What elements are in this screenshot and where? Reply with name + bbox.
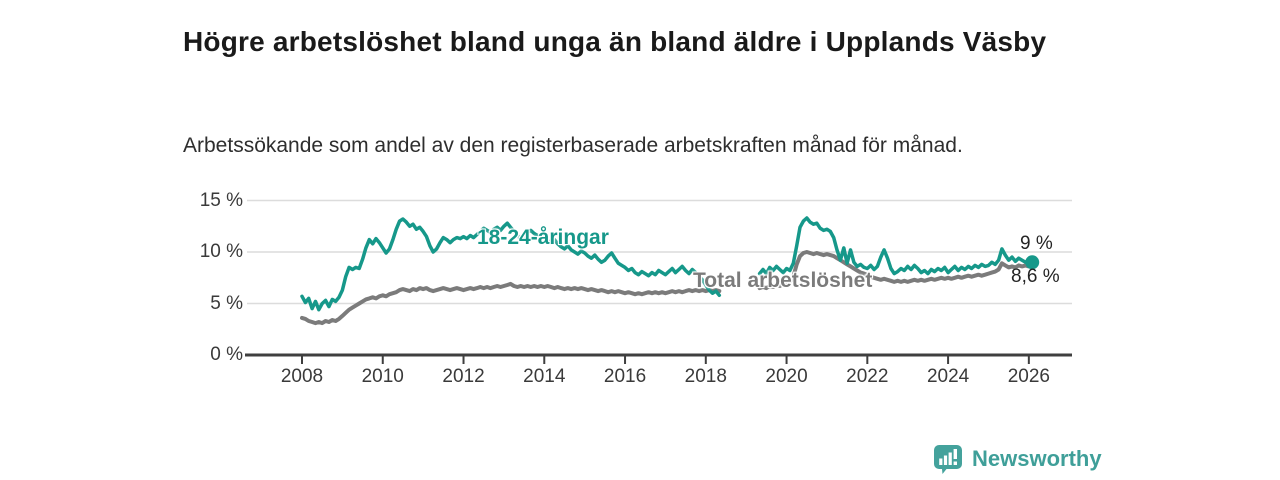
x-axis-tick-label: 2026 — [1007, 366, 1050, 387]
end-value-label-18-24: 9 % — [1020, 233, 1053, 254]
y-axis-tick-label: 15 % — [199, 189, 243, 211]
x-axis-tick-label: 2014 — [523, 366, 566, 387]
chart-subtitle: Arbetssökande som andel av den registerb… — [183, 134, 963, 157]
x-axis-tick-label: 2008 — [280, 366, 324, 387]
x-axis-tick-label: 2020 — [765, 366, 808, 387]
series-line — [300, 216, 1034, 312]
end-value-label-total: 8,6 % — [1011, 266, 1060, 287]
x-axis-tick-label: 2018 — [684, 366, 727, 387]
newsworthy-logo-icon — [934, 445, 962, 474]
x-axis-tick-label: 2022 — [846, 366, 889, 387]
brand-name: Newsworthy — [972, 446, 1102, 471]
y-axis-tick-label: 0 % — [210, 344, 243, 365]
series-label-18-24: 18-24-åringar — [477, 226, 609, 249]
series-label-total: Total arbetslöshet — [693, 269, 873, 292]
y-axis-tick-label: 5 % — [210, 292, 243, 314]
series-end-dot — [1025, 255, 1040, 270]
x-axis-tick-label: 2024 — [926, 366, 970, 387]
series-line — [300, 250, 1035, 326]
x-axis-tick-label: 2010 — [361, 366, 404, 387]
x-axis-tick-label: 2012 — [442, 366, 485, 387]
brand-footer: Newsworthy — [933, 444, 1102, 474]
chart-title: Högre arbetslöshet bland unga än bland ä… — [183, 25, 1047, 57]
y-axis-tick-label: 10 % — [199, 241, 243, 262]
x-axis-tick-label: 2016 — [603, 366, 647, 387]
